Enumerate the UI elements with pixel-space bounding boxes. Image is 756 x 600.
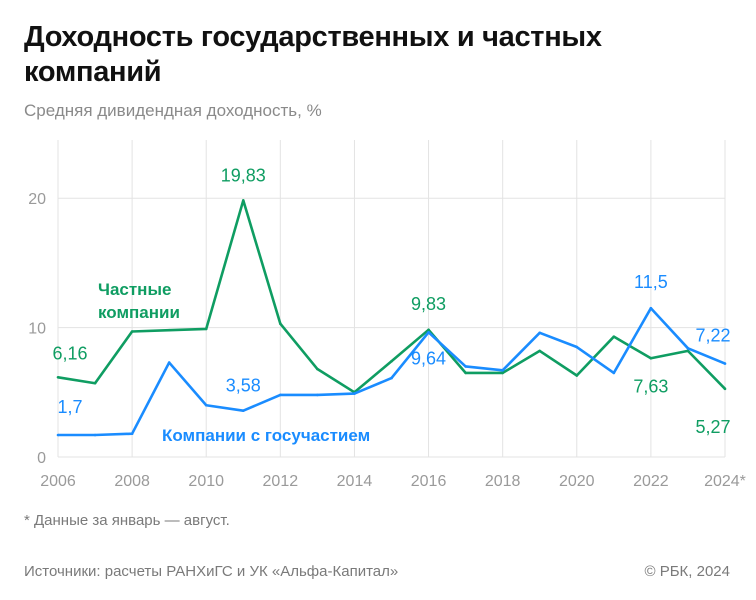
data-point bbox=[723, 362, 727, 365]
data-point bbox=[316, 393, 319, 397]
data-point bbox=[649, 306, 653, 310]
y-tick-label: 10 bbox=[28, 321, 46, 338]
x-tick-label: 2012 bbox=[263, 473, 299, 490]
data-point bbox=[204, 327, 208, 331]
x-tick-label: 2014 bbox=[337, 473, 373, 490]
data-point bbox=[686, 349, 690, 353]
chart-subtitle: Средняя дивидендная доходность, % bbox=[24, 101, 322, 120]
data-point bbox=[575, 345, 579, 349]
y-tick-label: 0 bbox=[37, 450, 46, 467]
data-point bbox=[390, 376, 393, 380]
series-label-private: Частные bbox=[98, 280, 171, 299]
data-point bbox=[241, 409, 245, 412]
x-tick-label: 2018 bbox=[485, 473, 521, 490]
data-point bbox=[464, 371, 467, 375]
data-label: 1,7 bbox=[57, 397, 82, 417]
data-point bbox=[612, 335, 616, 338]
data-point bbox=[723, 387, 727, 391]
data-point bbox=[538, 349, 542, 353]
data-point bbox=[538, 331, 542, 335]
data-point bbox=[575, 374, 579, 377]
chart-title: Доходность государственных и частных ком… bbox=[24, 21, 602, 88]
x-tick-label: 2016 bbox=[411, 473, 447, 490]
data-point bbox=[390, 359, 393, 363]
data-point bbox=[93, 381, 97, 385]
data-point bbox=[464, 365, 467, 368]
y-tick-label: 20 bbox=[28, 191, 46, 208]
data-point bbox=[427, 328, 430, 332]
x-tick-label: 2024* bbox=[704, 473, 746, 490]
data-label: 6,16 bbox=[52, 343, 87, 363]
data-point bbox=[56, 375, 60, 379]
source-note: Источники: расчеты РАНХиГС и УК «Альфа-К… bbox=[24, 563, 399, 580]
data-point bbox=[427, 330, 430, 334]
data-point bbox=[649, 356, 653, 360]
data-label: 3,58 bbox=[226, 376, 261, 396]
data-label: 9,83 bbox=[411, 294, 446, 314]
x-tick-label: 2022 bbox=[633, 473, 669, 490]
data-point bbox=[167, 328, 171, 332]
data-point bbox=[612, 371, 616, 375]
data-point bbox=[204, 403, 208, 407]
data-point bbox=[167, 361, 171, 364]
data-point bbox=[279, 393, 282, 397]
data-point bbox=[56, 433, 60, 437]
data-point bbox=[130, 330, 134, 333]
data-point bbox=[316, 367, 319, 371]
x-tick-label: 2006 bbox=[40, 473, 76, 490]
data-label: 11,5 bbox=[634, 272, 668, 292]
copyright: © РБК, 2024 bbox=[644, 563, 730, 580]
data-point bbox=[93, 433, 97, 437]
x-tick-label: 2010 bbox=[188, 473, 224, 490]
data-point bbox=[501, 369, 504, 372]
data-label: 19,83 bbox=[221, 165, 266, 185]
data-point bbox=[279, 322, 282, 326]
data-point bbox=[353, 392, 356, 395]
data-point bbox=[686, 347, 690, 350]
data-point bbox=[501, 371, 504, 375]
series-label-private-line2: компании bbox=[98, 303, 180, 322]
data-label: 7,63 bbox=[633, 376, 668, 396]
x-tick-label: 2008 bbox=[114, 473, 150, 490]
series-label-state: Компании с госучастием bbox=[162, 426, 370, 445]
footnote: * Данные за январь — август. bbox=[24, 512, 230, 529]
x-tick-label: 2020 bbox=[559, 473, 595, 490]
data-label: 9,64 bbox=[411, 348, 446, 368]
data-point bbox=[130, 432, 134, 436]
data-label: 5,27 bbox=[695, 417, 730, 437]
data-point bbox=[241, 199, 245, 202]
data-label: 7,22 bbox=[695, 326, 730, 346]
